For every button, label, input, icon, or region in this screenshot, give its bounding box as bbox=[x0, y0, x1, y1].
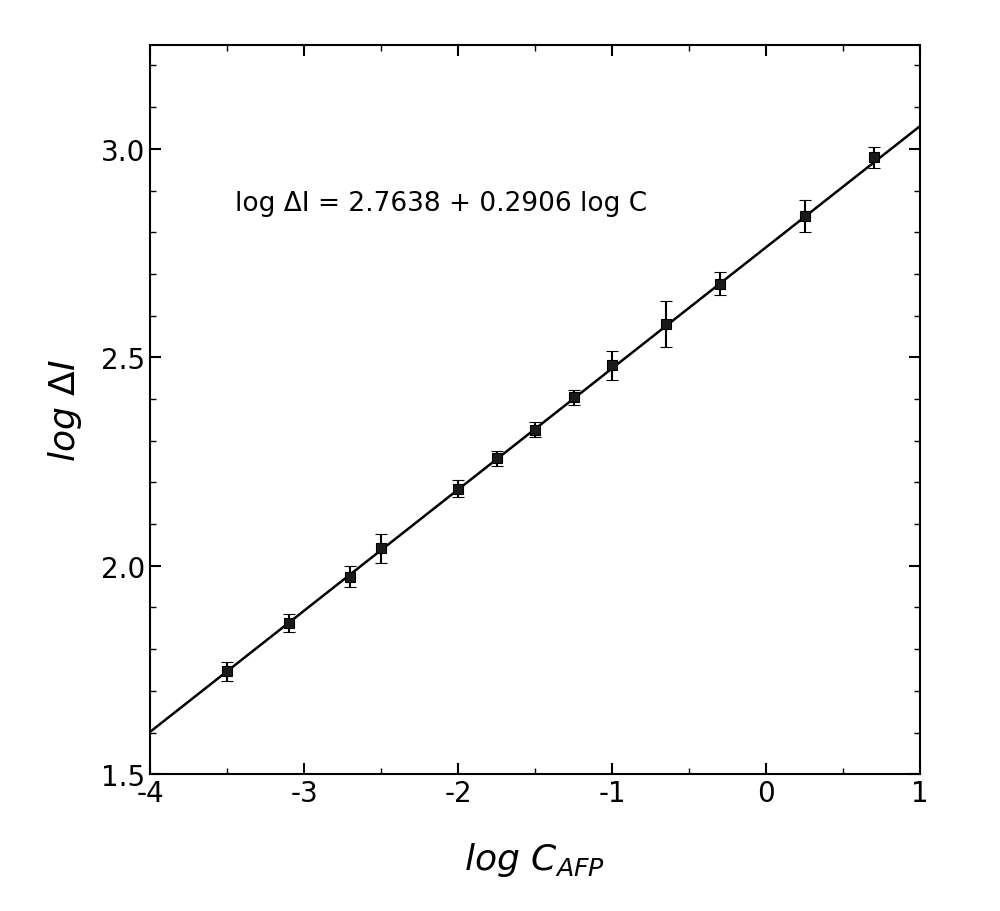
Y-axis label: log $\Delta$I: log $\Delta$I bbox=[46, 359, 84, 461]
Text: log C$_{\mathregular{AFP}}$: log C$_{\mathregular{AFP}}$ bbox=[464, 840, 606, 878]
Text: log ΔI = 2.7638 + 0.2906 log C: log ΔI = 2.7638 + 0.2906 log C bbox=[235, 190, 647, 217]
